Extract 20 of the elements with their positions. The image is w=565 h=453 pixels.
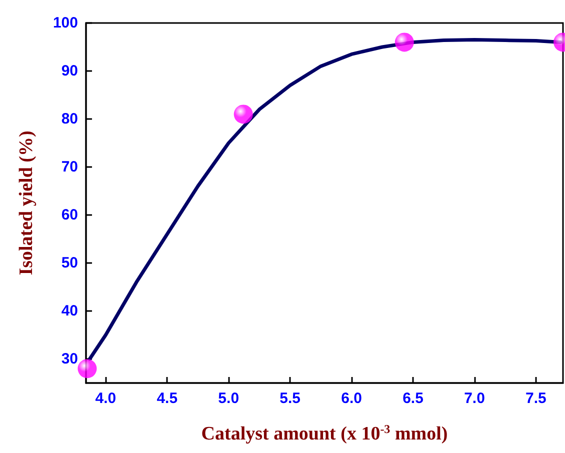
point (234, 104, 253, 124)
x-tick-label: 7.5 (526, 390, 546, 407)
y-tick-label: 30 (61, 350, 78, 368)
x-tick-label: 6.0 (341, 390, 362, 407)
point (78, 359, 97, 378)
x-tick-label: 6.5 (402, 390, 424, 407)
y-axis-title: Isolated yield (%) (16, 130, 37, 276)
y-tick-label: 100 (52, 14, 78, 32)
x-tick-label: 5.5 (280, 390, 301, 407)
x-tick-label: 4.0 (95, 390, 116, 407)
y-tick-label: 80 (61, 110, 78, 128)
y-tick-label: 50 (61, 254, 78, 272)
point (394, 32, 414, 52)
x-tick-label: 5.0 (218, 390, 240, 407)
x-tick-label: 4.5 (156, 390, 178, 407)
y-tick-label: 90 (61, 62, 78, 80)
x-tick-label: 7.0 (464, 390, 485, 407)
y-tick-label: 70 (61, 158, 78, 176)
y-tick-label: 40 (61, 302, 78, 320)
y-tick-label: 60 (61, 206, 78, 224)
